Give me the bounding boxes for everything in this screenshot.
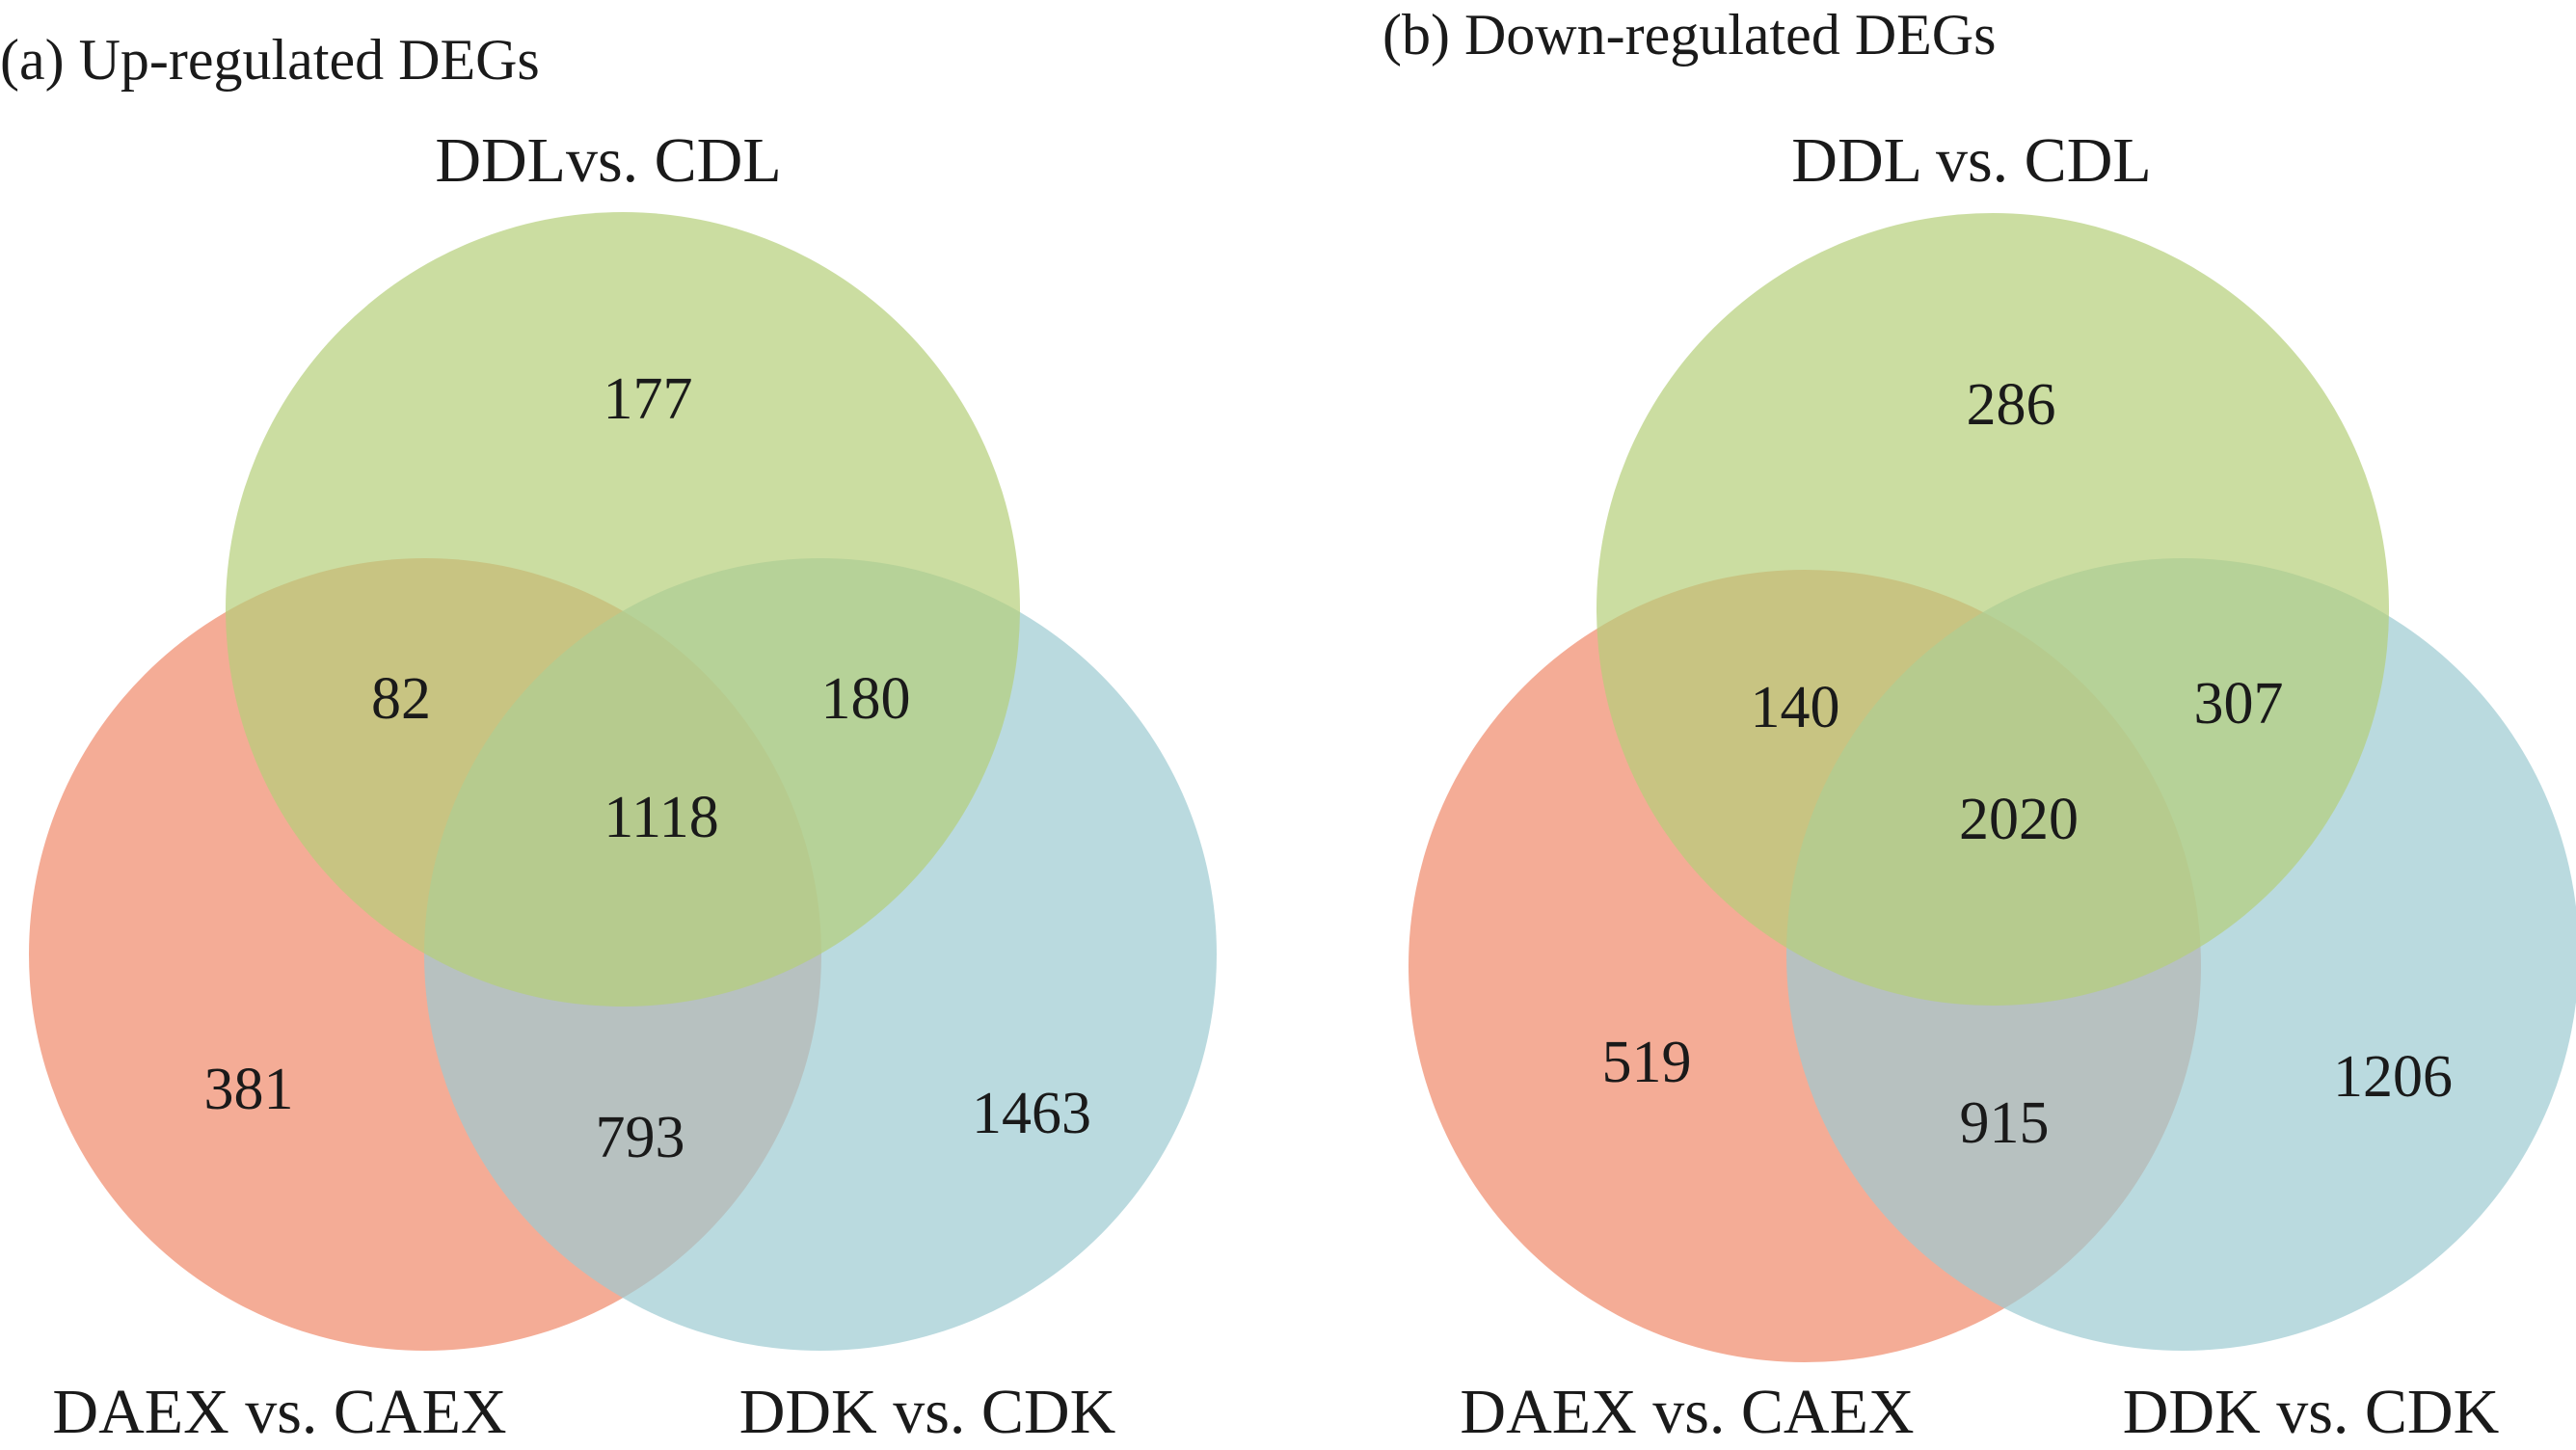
panel-a-label-right: DDK vs. CDK xyxy=(739,1377,1116,1447)
panel-b-label-top: DDL vs. CDL xyxy=(1791,125,2151,196)
panel-a-label-left: DAEX vs. CAEX xyxy=(52,1377,506,1447)
panel-a-count-top-right: 180 xyxy=(821,666,911,732)
panel-b-count-all-three: 2020 xyxy=(1959,787,2079,852)
panel-a-count-left-only: 381 xyxy=(204,1057,294,1122)
panel-b-count-top-only: 286 xyxy=(1967,372,2056,438)
panel-b-title: (b) Down-regulated DEGs xyxy=(1382,3,1996,67)
panel-a-count-top-left: 82 xyxy=(371,666,431,732)
panel-a-circles xyxy=(29,212,1217,1351)
panel-a-label-top: DDLvs. CDL xyxy=(435,125,781,196)
panel-b-circle-top xyxy=(1597,213,2389,1006)
panel-b-count-top-left: 140 xyxy=(1751,675,1840,740)
panel-a-title: (a) Up-regulated DEGs xyxy=(0,28,540,92)
panel-a-count-all-three: 1118 xyxy=(604,785,718,850)
panel-a: (a) Up-regulated DEGs DDLvs. CDL DAEX vs… xyxy=(0,28,1217,1447)
panel-b-label-right: DDK vs. CDK xyxy=(2123,1377,2500,1447)
panel-b-count-left-only: 519 xyxy=(1602,1030,1692,1095)
panel-b-count-top-right: 307 xyxy=(2194,671,2284,737)
panel-b-count-right-only: 1206 xyxy=(2333,1044,2453,1110)
panel-b-circles xyxy=(1409,213,2576,1362)
panel-a-count-left-right: 793 xyxy=(596,1105,685,1170)
panel-b-label-left: DAEX vs. CAEX xyxy=(1460,1377,1914,1447)
panel-a-count-right-only: 1463 xyxy=(972,1081,1091,1146)
panel-b-count-left-right: 915 xyxy=(1960,1090,2050,1156)
panel-a-circle-top xyxy=(226,212,1020,1007)
panel-a-count-top-only: 177 xyxy=(604,366,693,432)
panel-b: (b) Down-regulated DEGs DDL vs. CDL DAEX… xyxy=(1382,3,2576,1447)
